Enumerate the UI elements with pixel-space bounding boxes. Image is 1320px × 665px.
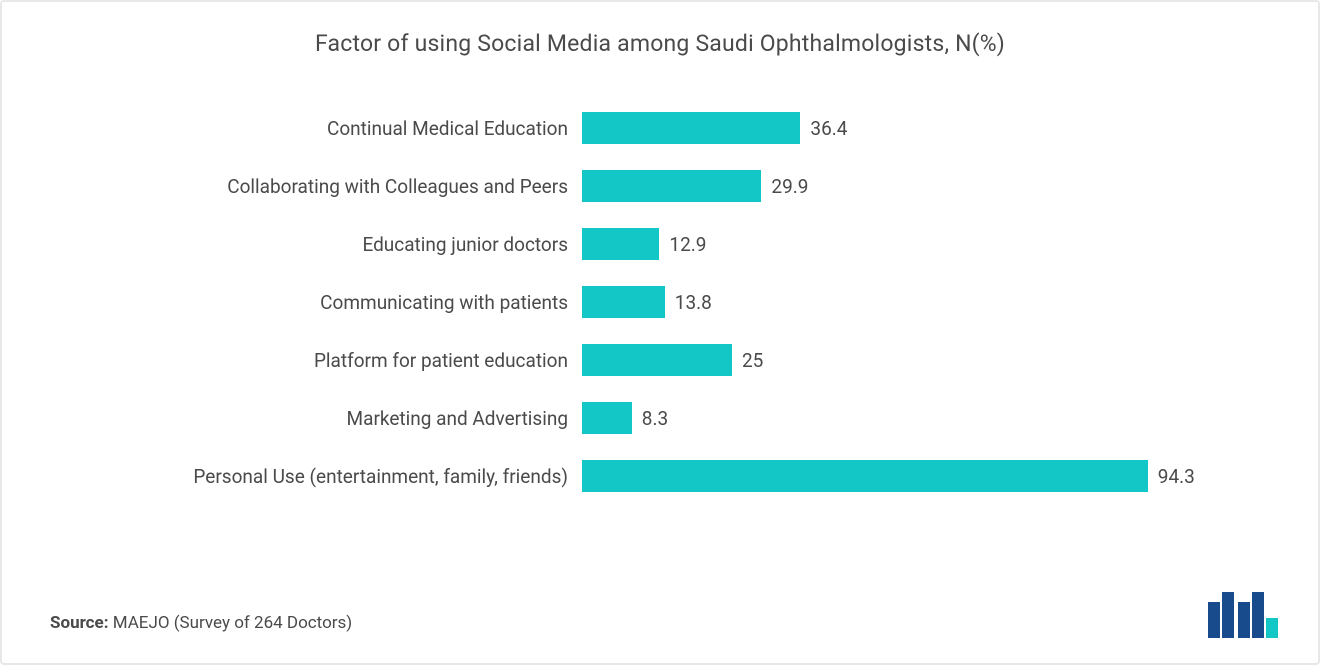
bar-track: 25 (582, 344, 1278, 376)
bar-fill (582, 112, 800, 144)
chart-title: Factor of using Social Media among Saudi… (42, 30, 1278, 57)
bar-fill (582, 344, 732, 376)
bar-fill (582, 170, 761, 202)
bar-row: Educating junior doctors 12.9 (42, 223, 1278, 265)
bar-fill (582, 402, 632, 434)
bar-value: 8.3 (642, 407, 668, 430)
bar-value: 36.4 (810, 117, 847, 140)
bar-fill (582, 460, 1148, 492)
source-line: Source: MAEJO (Survey of 264 Doctors) (50, 613, 352, 633)
bar-track: 12.9 (582, 228, 1278, 260)
bar-row: Continual Medical Education 36.4 (42, 107, 1278, 149)
bar-value: 12.9 (669, 233, 706, 256)
bar-track: 13.8 (582, 286, 1278, 318)
bar-label: Platform for patient education (42, 349, 582, 372)
bar-track: 29.9 (582, 170, 1278, 202)
source-text: MAEJO (Survey of 264 Doctors) (108, 613, 352, 633)
bar-row: Communicating with patients 13.8 (42, 281, 1278, 323)
bar-label: Marketing and Advertising (42, 407, 582, 430)
bar-track: 94.3 (582, 460, 1278, 492)
bar-value: 25 (742, 349, 763, 372)
bar-label: Continual Medical Education (42, 117, 582, 140)
bar-row: Collaborating with Colleagues and Peers 2… (42, 165, 1278, 207)
bar-label: Educating junior doctors (42, 233, 582, 256)
bar-label: Personal Use (entertainment, family, fri… (42, 465, 582, 488)
bar-track: 36.4 (582, 112, 1278, 144)
bar-label: Communicating with patients (42, 291, 582, 314)
bar-value: 94.3 (1158, 465, 1195, 488)
bar-row: Platform for patient education 25 (42, 339, 1278, 381)
bars-area: Continual Medical Education 36.4 Collabora… (42, 107, 1278, 497)
source-prefix: Source: (50, 613, 108, 633)
brand-logo (1208, 592, 1278, 638)
bar-row: Personal Use (entertainment, family, fri… (42, 455, 1278, 497)
bar-fill (582, 286, 665, 318)
bar-row: Marketing and Advertising 8.3 (42, 397, 1278, 439)
bar-label: Collaborating with Colleagues and Peers (42, 175, 582, 198)
bar-value: 29.9 (771, 175, 808, 198)
chart-container: Factor of using Social Media among Saudi… (0, 0, 1320, 665)
bar-track: 8.3 (582, 402, 1278, 434)
bar-fill (582, 228, 659, 260)
bar-value: 13.8 (675, 291, 712, 314)
